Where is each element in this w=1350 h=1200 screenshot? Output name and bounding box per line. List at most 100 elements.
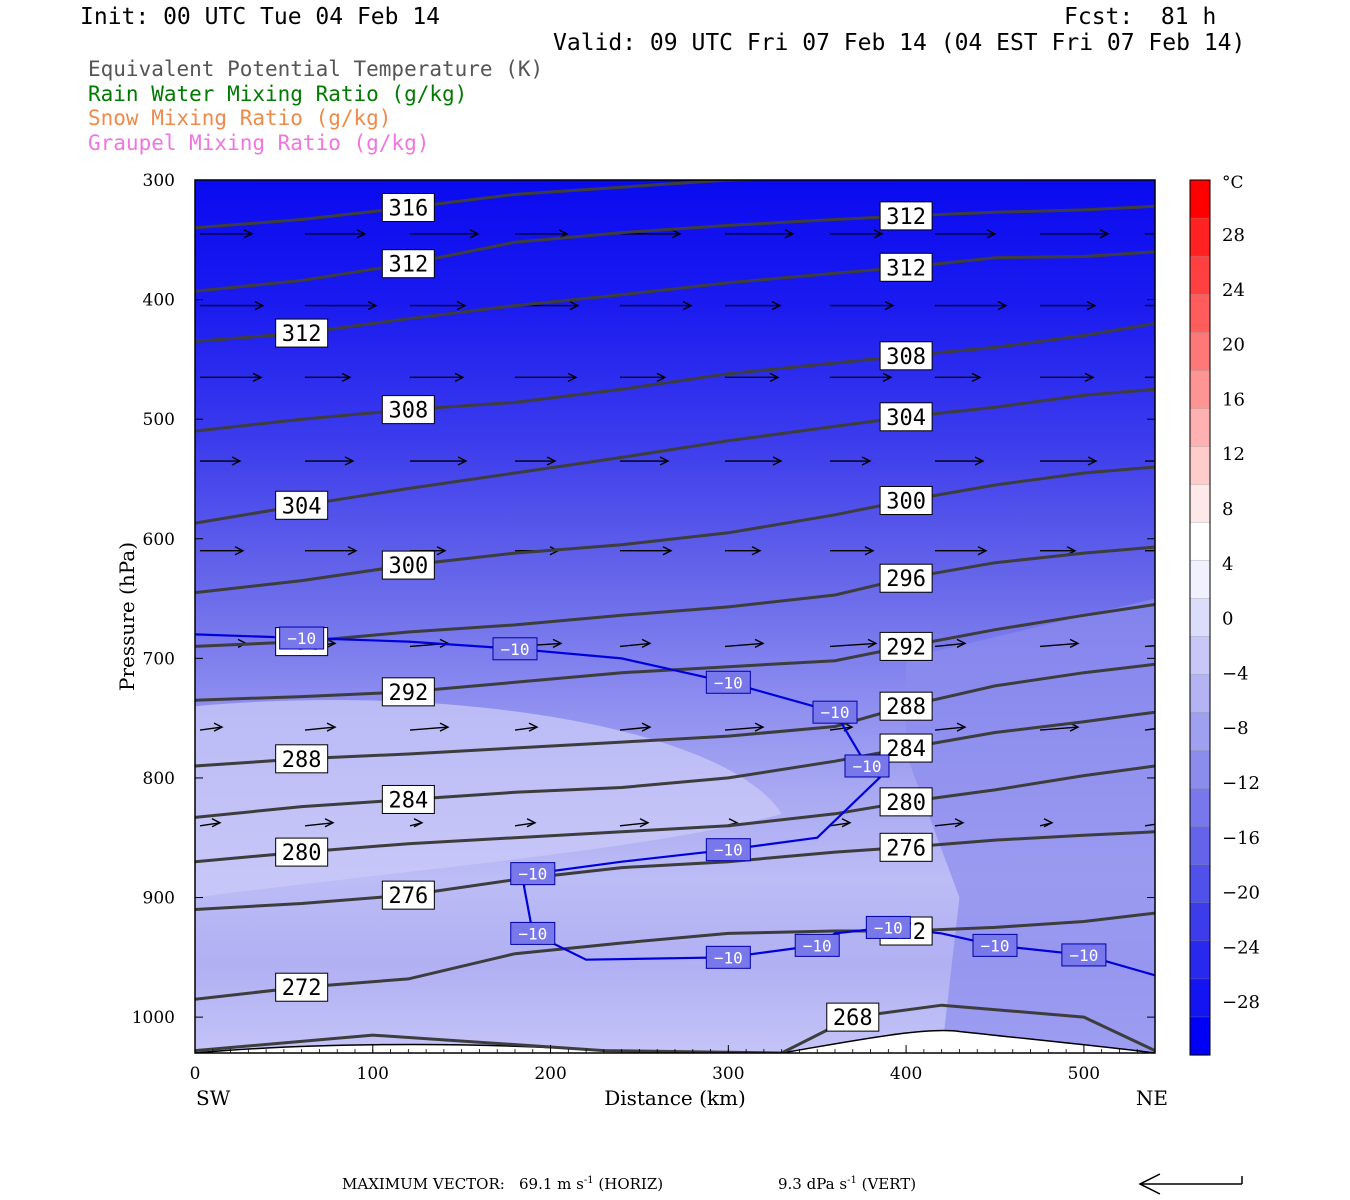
colorbar-tick-label: 28 (1222, 225, 1245, 246)
isotherm-label: −10 (714, 841, 743, 860)
wind-vector-head (211, 818, 222, 828)
wind-vector-head (873, 229, 884, 239)
isotherm-label-box (510, 862, 556, 886)
y-tick-label: 900 (143, 889, 175, 909)
y-tick-label: 500 (143, 410, 175, 430)
contour-label-box (879, 832, 933, 862)
isotherm-label-box (492, 637, 538, 661)
contour-label-box (381, 395, 435, 425)
colorbar-tick-label: −4 (1222, 663, 1249, 684)
colorbar-swatch (1189, 484, 1211, 524)
wind-vector-head (1157, 819, 1165, 827)
contour-label: 280 (886, 791, 926, 816)
wind-vector (724, 642, 764, 648)
colorbar-swatch (1189, 864, 1211, 904)
wind-vector-head (671, 229, 682, 239)
horiz-exponent: -1 (583, 1175, 594, 1186)
forecast-hour: Fcst: 81 h (1064, 4, 1217, 30)
contour-label-box (381, 677, 435, 707)
wind-vector (829, 642, 877, 648)
colorbar-tick-label: 24 (1222, 280, 1245, 301)
wind-vector (199, 726, 223, 731)
contour-label: 288 (282, 748, 322, 773)
legend-entry: Equivalent Potential Temperature (K) (88, 57, 544, 81)
wind-vector (199, 822, 221, 827)
contour-label: 276 (388, 884, 428, 909)
contour-label: 312 (886, 256, 926, 281)
wind-vector-head (754, 638, 765, 649)
contour-label: 300 (388, 554, 428, 579)
wind-vector-head (454, 372, 465, 382)
colorbar-swatch (1189, 712, 1211, 752)
colorbar-swatch (1189, 255, 1211, 295)
theta-e-contour (195, 830, 1155, 911)
ne-end-label: NE (1136, 1086, 1168, 1110)
wind-vector-head (367, 300, 378, 311)
colorbar-swatch (1189, 446, 1211, 485)
isotherm-label: −10 (803, 936, 832, 955)
colorbar-tick-label: 8 (1222, 499, 1233, 520)
theta-e-contour (195, 603, 1155, 702)
colorbar-swatch (1189, 902, 1211, 942)
contour-label-box (381, 249, 435, 279)
theta-e-contour (195, 250, 1155, 343)
max-horizontal-vector: 69.1 m s-1 (HORIZ) (519, 1175, 663, 1193)
colorbar-swatch (1189, 408, 1211, 447)
wind-vector-head (986, 229, 997, 239)
wind-vector-head (469, 229, 480, 239)
wind-vector-head (344, 456, 355, 466)
colorbar-tick-label: −12 (1222, 773, 1260, 794)
isotherm-label-box (510, 921, 556, 945)
contour-label-box (879, 631, 933, 661)
colorbar-tick-label: −28 (1222, 992, 1260, 1013)
legend-entry: Rain Water Mixing Ratio (g/kg) (88, 81, 468, 106)
theta-e-contour (195, 545, 1155, 648)
wind-vector-head (254, 300, 265, 311)
contour-label: 304 (282, 494, 322, 519)
contour-label: 292 (886, 635, 926, 660)
contour-label-box (879, 787, 933, 817)
contour-label-box (275, 318, 329, 348)
horiz-unit: (HORIZ) (598, 1175, 664, 1193)
wind-vector-head (456, 300, 467, 311)
wind-vector (724, 726, 764, 731)
isotherm-label: −10 (981, 936, 1010, 955)
contour-label-box (381, 550, 435, 580)
colorbar-tick-label: −16 (1222, 828, 1260, 849)
vert-unit: (VERT) (861, 1175, 917, 1193)
theta-e-contour (195, 764, 1155, 864)
x-tick-label: 500 (1068, 1064, 1100, 1084)
x-tick-label: 200 (534, 1064, 566, 1084)
wind-vector-head (439, 722, 450, 732)
contour-label-box (879, 201, 933, 231)
wind-vector-head (234, 546, 245, 556)
wind-vector-head (1177, 457, 1185, 465)
wind-vector-head (457, 456, 468, 466)
contour-label: 300 (886, 489, 926, 514)
wind-vector (1039, 726, 1079, 731)
wind-vector-head (864, 546, 875, 556)
contour-label: 312 (282, 322, 322, 347)
colorbar-swatch (1189, 636, 1211, 676)
colorbar-swatch (1189, 750, 1211, 790)
wind-vector (409, 726, 449, 731)
isotherm-label: −10 (714, 948, 743, 967)
wind-vector-head (341, 372, 352, 382)
contour-label: 292 (388, 681, 428, 706)
wind-vector-head (546, 456, 557, 466)
init-time: Init: 00 UTC Tue 04 Feb 14 (80, 4, 441, 30)
contour-label: 304 (886, 406, 926, 431)
y-tick-label: 1000 (132, 1008, 175, 1028)
wind-vector-head (954, 818, 965, 828)
wind-vector-head (528, 722, 539, 732)
wind-vector-head (974, 456, 985, 466)
y-axis-title: Pressure (hPa) (115, 542, 139, 691)
wind-vector-head (884, 300, 895, 311)
contour-label: 296 (886, 567, 926, 592)
wind-vector-head (413, 818, 424, 828)
sw-end-label: SW (196, 1086, 231, 1110)
wind-vector-head (1084, 372, 1095, 382)
wind-vector-head (882, 372, 893, 382)
theta-e-contour (195, 322, 1155, 433)
isotherm-label: −10 (1069, 946, 1098, 965)
